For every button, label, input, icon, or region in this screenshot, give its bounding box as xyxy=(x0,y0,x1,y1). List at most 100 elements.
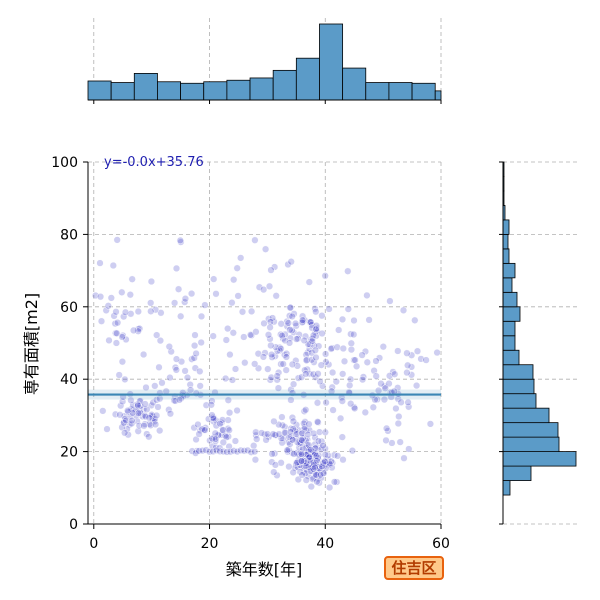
top-hist-bar xyxy=(180,82,205,101)
top-hist-bar xyxy=(133,73,158,101)
scatter-point xyxy=(279,360,287,368)
scatter-point xyxy=(426,420,435,428)
scatter-point xyxy=(109,261,117,270)
scatter-point xyxy=(252,328,260,336)
scatter-point xyxy=(251,447,259,456)
scatter-point xyxy=(154,403,162,411)
scatter-point xyxy=(121,375,129,384)
scatter-point xyxy=(175,396,184,404)
scatter-point xyxy=(140,422,148,430)
right-hist-bar xyxy=(502,349,520,366)
top-hist-bar xyxy=(157,81,181,101)
scatter-point xyxy=(133,417,141,425)
scatter-point xyxy=(112,308,120,316)
scatter-point xyxy=(153,331,161,339)
scatter-point xyxy=(267,350,276,359)
scatter-point xyxy=(400,454,408,462)
scatter-point xyxy=(197,312,206,321)
scatter-point xyxy=(300,336,308,345)
scatter-point xyxy=(305,278,313,286)
scatter-point xyxy=(250,442,258,450)
scatter-point xyxy=(142,383,150,392)
scatter-point xyxy=(371,396,379,404)
scatter-point xyxy=(313,399,322,407)
scatter-point xyxy=(152,411,161,420)
scatter-point xyxy=(128,416,136,425)
scatter-point xyxy=(119,419,128,427)
scatter-point xyxy=(278,331,286,340)
scatter-point xyxy=(136,409,145,417)
top-hist-bar xyxy=(411,82,436,101)
y-tick-label: 80 xyxy=(60,227,78,243)
scatter-point xyxy=(157,309,165,317)
scatter-point xyxy=(318,460,326,468)
scatter-point xyxy=(407,351,416,359)
scatter-point xyxy=(264,365,272,373)
scatter-point xyxy=(166,373,174,382)
scatter-point xyxy=(391,370,399,378)
scatter-point xyxy=(310,429,318,438)
scatter-point xyxy=(97,317,106,325)
scatter-point xyxy=(170,299,179,307)
regression-equation-label: y=-0.0x+35.76 xyxy=(104,155,204,170)
scatter-point xyxy=(194,420,202,429)
scatter-point xyxy=(275,430,283,438)
scatter-point xyxy=(394,347,402,355)
scatter-point xyxy=(325,360,333,369)
scatter-point xyxy=(266,323,274,331)
scatter-point xyxy=(269,430,277,438)
scatter-point xyxy=(282,353,291,361)
scatter-point xyxy=(307,482,315,491)
scatter-point xyxy=(139,350,148,359)
scatter-point xyxy=(113,329,121,337)
top-hist-bar xyxy=(365,82,390,101)
scatter-point xyxy=(251,360,259,368)
scatter-point xyxy=(219,438,227,447)
scatter-point xyxy=(302,462,310,470)
scatter-point xyxy=(286,326,294,334)
scatter-point xyxy=(207,401,215,409)
scatter-point xyxy=(151,415,159,423)
scatter-point xyxy=(313,456,321,465)
scatter-point xyxy=(321,272,329,280)
scatter-point xyxy=(187,289,196,298)
scatter-point xyxy=(272,292,280,300)
x-tick-label: 60 xyxy=(432,536,450,552)
scatter-point xyxy=(411,316,419,324)
scatter-point xyxy=(231,365,240,373)
scatter-point xyxy=(292,430,300,438)
scatter-point xyxy=(407,371,416,379)
scatter-point xyxy=(212,443,220,452)
scatter-point xyxy=(407,363,416,371)
scatter-point xyxy=(273,372,281,380)
scatter-point xyxy=(124,406,132,415)
scatter-point xyxy=(314,370,322,378)
scatter-point xyxy=(181,367,189,375)
scatter-point xyxy=(308,324,316,332)
scatter-point xyxy=(231,437,240,445)
scatter-point xyxy=(282,366,290,374)
scatter-point xyxy=(197,338,205,347)
scatter-point xyxy=(297,436,306,444)
scatter-point xyxy=(384,427,392,435)
top-histogram xyxy=(87,23,442,104)
scatter-point xyxy=(277,434,286,443)
scatter-point xyxy=(147,277,156,286)
scatter-point xyxy=(247,307,256,316)
scatter-point xyxy=(298,471,306,479)
scatter-point xyxy=(255,283,264,291)
scatter-point xyxy=(338,315,347,324)
scatter-point xyxy=(300,457,308,465)
scatter-point xyxy=(283,446,291,454)
scatter-point xyxy=(151,420,160,429)
scatter-point xyxy=(134,401,142,410)
scatter-point xyxy=(311,449,319,458)
scatter-point xyxy=(313,478,321,486)
top-hist-bar xyxy=(203,81,228,101)
scatter-point xyxy=(110,312,118,320)
scatter-point xyxy=(377,379,385,388)
scatter-point xyxy=(369,403,377,411)
scatter-point xyxy=(113,236,121,244)
scatter-point xyxy=(311,444,320,452)
scatter-point xyxy=(373,395,381,404)
